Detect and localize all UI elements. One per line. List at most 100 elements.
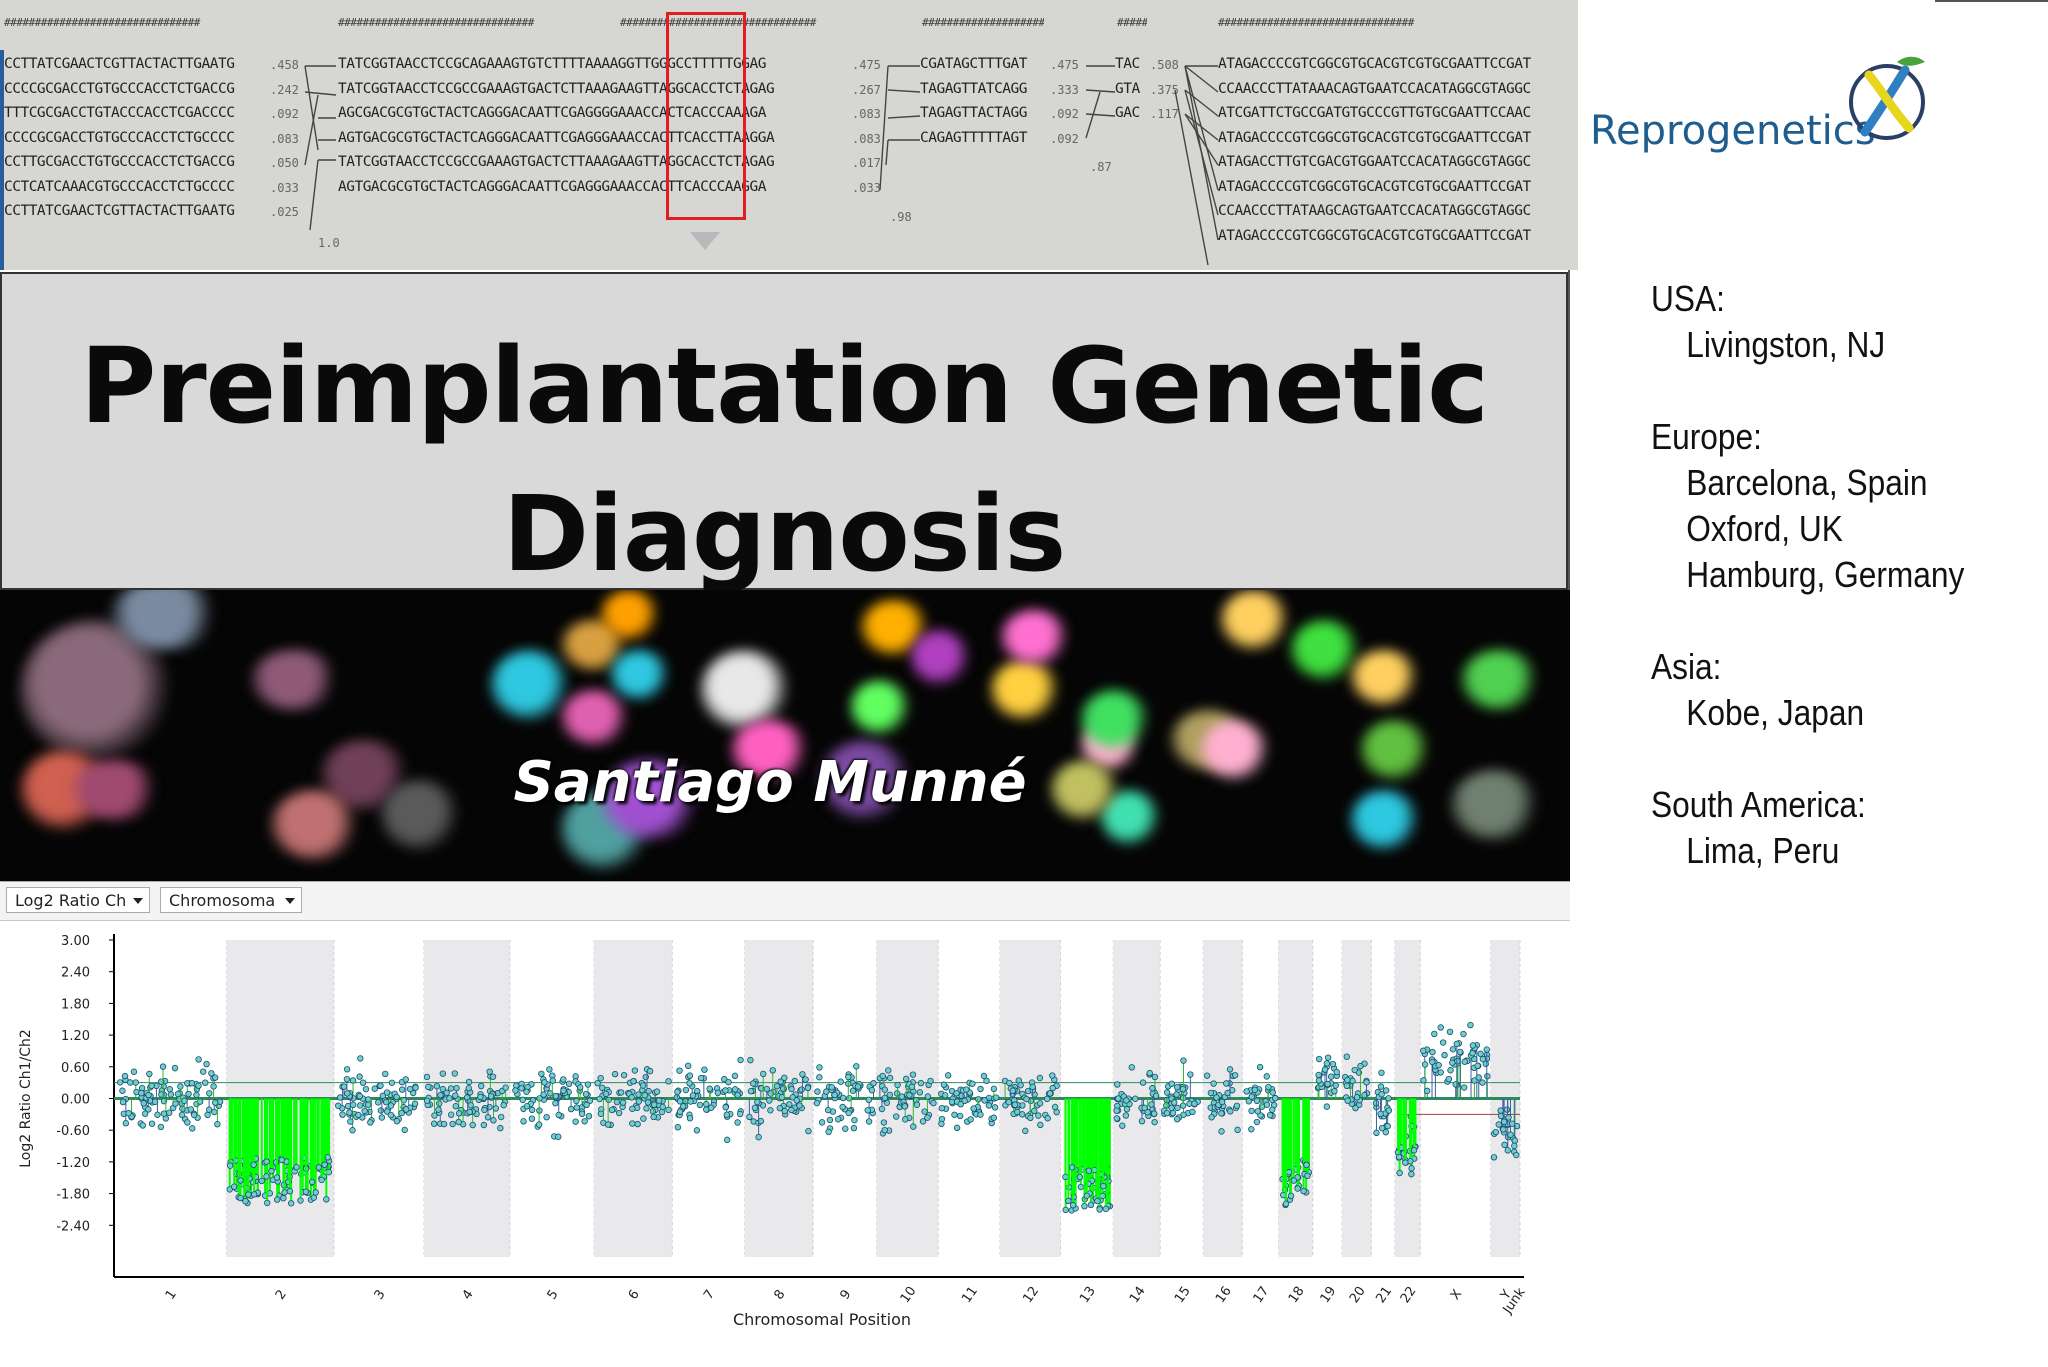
data-point xyxy=(1123,1106,1131,1113)
data-point xyxy=(921,1108,928,1115)
data-point xyxy=(148,1082,155,1089)
data-point xyxy=(383,1089,391,1096)
data-point xyxy=(159,1063,167,1070)
data-point xyxy=(447,1085,455,1092)
data-point xyxy=(629,1120,636,1127)
data-point xyxy=(280,1195,287,1202)
chevron-down-icon xyxy=(133,898,143,904)
data-point xyxy=(1189,1108,1196,1116)
log2-ratio-dropdown[interactable]: Log2 Ratio Ch xyxy=(6,887,150,913)
sequence-score: .508 xyxy=(1150,58,1179,72)
data-point xyxy=(646,1067,654,1075)
data-point xyxy=(1492,1128,1500,1136)
sequence-score: .050 xyxy=(270,156,299,170)
nucleus-blob xyxy=(1220,590,1290,650)
sequence-score: .092 xyxy=(1050,131,1079,146)
data-point xyxy=(981,1097,988,1104)
data-point xyxy=(1513,1151,1520,1159)
sequence-score: .375 xyxy=(1150,82,1179,97)
data-point xyxy=(842,1125,849,1132)
data-point xyxy=(751,1104,759,1112)
data-point xyxy=(798,1086,805,1093)
data-point xyxy=(868,1087,876,1094)
data-point xyxy=(686,1080,693,1087)
data-point xyxy=(1173,1091,1180,1098)
block-header: ################################ xyxy=(338,16,534,29)
data-point xyxy=(1099,1192,1106,1200)
chromosome-dropdown[interactable]: Chromosoma xyxy=(160,887,302,913)
data-point xyxy=(773,1083,781,1090)
data-point xyxy=(1269,1089,1276,1096)
data-point xyxy=(893,1113,900,1120)
data-point xyxy=(597,1074,604,1082)
data-point xyxy=(402,1106,410,1113)
sequence-row: ATAGACCCCGTCGGCGTGCACGTCGTGCGAATTCCGAT xyxy=(1218,178,1531,195)
title-box: Preimplantation Genetic Diagnosis xyxy=(0,272,1568,595)
data-point xyxy=(721,1076,728,1083)
data-point xyxy=(917,1079,925,1087)
data-point xyxy=(1395,1153,1403,1161)
data-point xyxy=(969,1080,976,1087)
data-point xyxy=(1454,1058,1461,1065)
data-point xyxy=(440,1120,448,1128)
data-point xyxy=(278,1156,285,1164)
data-point xyxy=(1096,1206,1103,1213)
data-point xyxy=(497,1124,504,1132)
data-point xyxy=(985,1102,993,1109)
data-point xyxy=(747,1056,754,1064)
data-point xyxy=(919,1118,927,1125)
data-point xyxy=(865,1118,873,1125)
data-point xyxy=(343,1075,351,1083)
data-point xyxy=(1081,1202,1088,1210)
data-point xyxy=(1344,1097,1351,1104)
tree-label: 1.0 xyxy=(318,236,340,250)
sequence-row: CCCCGCGACCTGTGCCCACCTCTGCCCC xyxy=(4,129,235,146)
x-tick-label: 15 xyxy=(1172,1284,1194,1306)
data-point xyxy=(547,1090,554,1097)
city-label: Hamburg, Germany xyxy=(1686,554,1965,595)
data-point xyxy=(520,1118,527,1125)
location-asia: Asia: Kobe, Japan xyxy=(1651,644,1985,736)
city-label: Livingston, NJ xyxy=(1686,324,1886,365)
data-point xyxy=(645,1087,652,1095)
data-point xyxy=(894,1081,901,1089)
data-point xyxy=(312,1189,319,1196)
data-point xyxy=(619,1099,627,1106)
data-point xyxy=(489,1073,497,1080)
data-point xyxy=(486,1068,493,1075)
x-tick-label: 14 xyxy=(1127,1284,1149,1306)
y-tick-label: 3.00 xyxy=(61,934,90,949)
data-point xyxy=(1327,1073,1335,1080)
data-point xyxy=(769,1067,776,1074)
data-point xyxy=(250,1161,257,1168)
data-point xyxy=(649,1108,656,1115)
data-point xyxy=(816,1064,823,1071)
data-point xyxy=(116,1079,124,1086)
data-point xyxy=(687,1098,694,1105)
data-point xyxy=(1122,1112,1130,1119)
data-point xyxy=(190,1111,198,1119)
author-name: Santiago Munné xyxy=(513,750,1027,815)
data-point xyxy=(172,1100,179,1107)
data-point xyxy=(1223,1080,1230,1087)
title-line-2: Diagnosis xyxy=(502,473,1067,595)
data-point xyxy=(356,1073,363,1080)
data-point xyxy=(204,1111,211,1119)
data-point xyxy=(604,1121,612,1128)
data-point xyxy=(377,1082,384,1089)
data-point xyxy=(1384,1122,1391,1130)
data-point xyxy=(1408,1170,1415,1178)
data-point xyxy=(1051,1103,1059,1111)
data-point xyxy=(205,1106,213,1113)
location-usa: USA: Livingston, NJ xyxy=(1651,276,1985,368)
data-point xyxy=(435,1106,442,1113)
data-point xyxy=(634,1120,641,1128)
data-point xyxy=(481,1106,488,1114)
data-point xyxy=(898,1093,905,1100)
data-point xyxy=(909,1071,917,1078)
data-point xyxy=(401,1126,408,1134)
data-point xyxy=(1453,1040,1460,1048)
nucleus-blob xyxy=(1200,720,1270,780)
data-point xyxy=(166,1109,173,1116)
data-point xyxy=(1210,1080,1217,1087)
